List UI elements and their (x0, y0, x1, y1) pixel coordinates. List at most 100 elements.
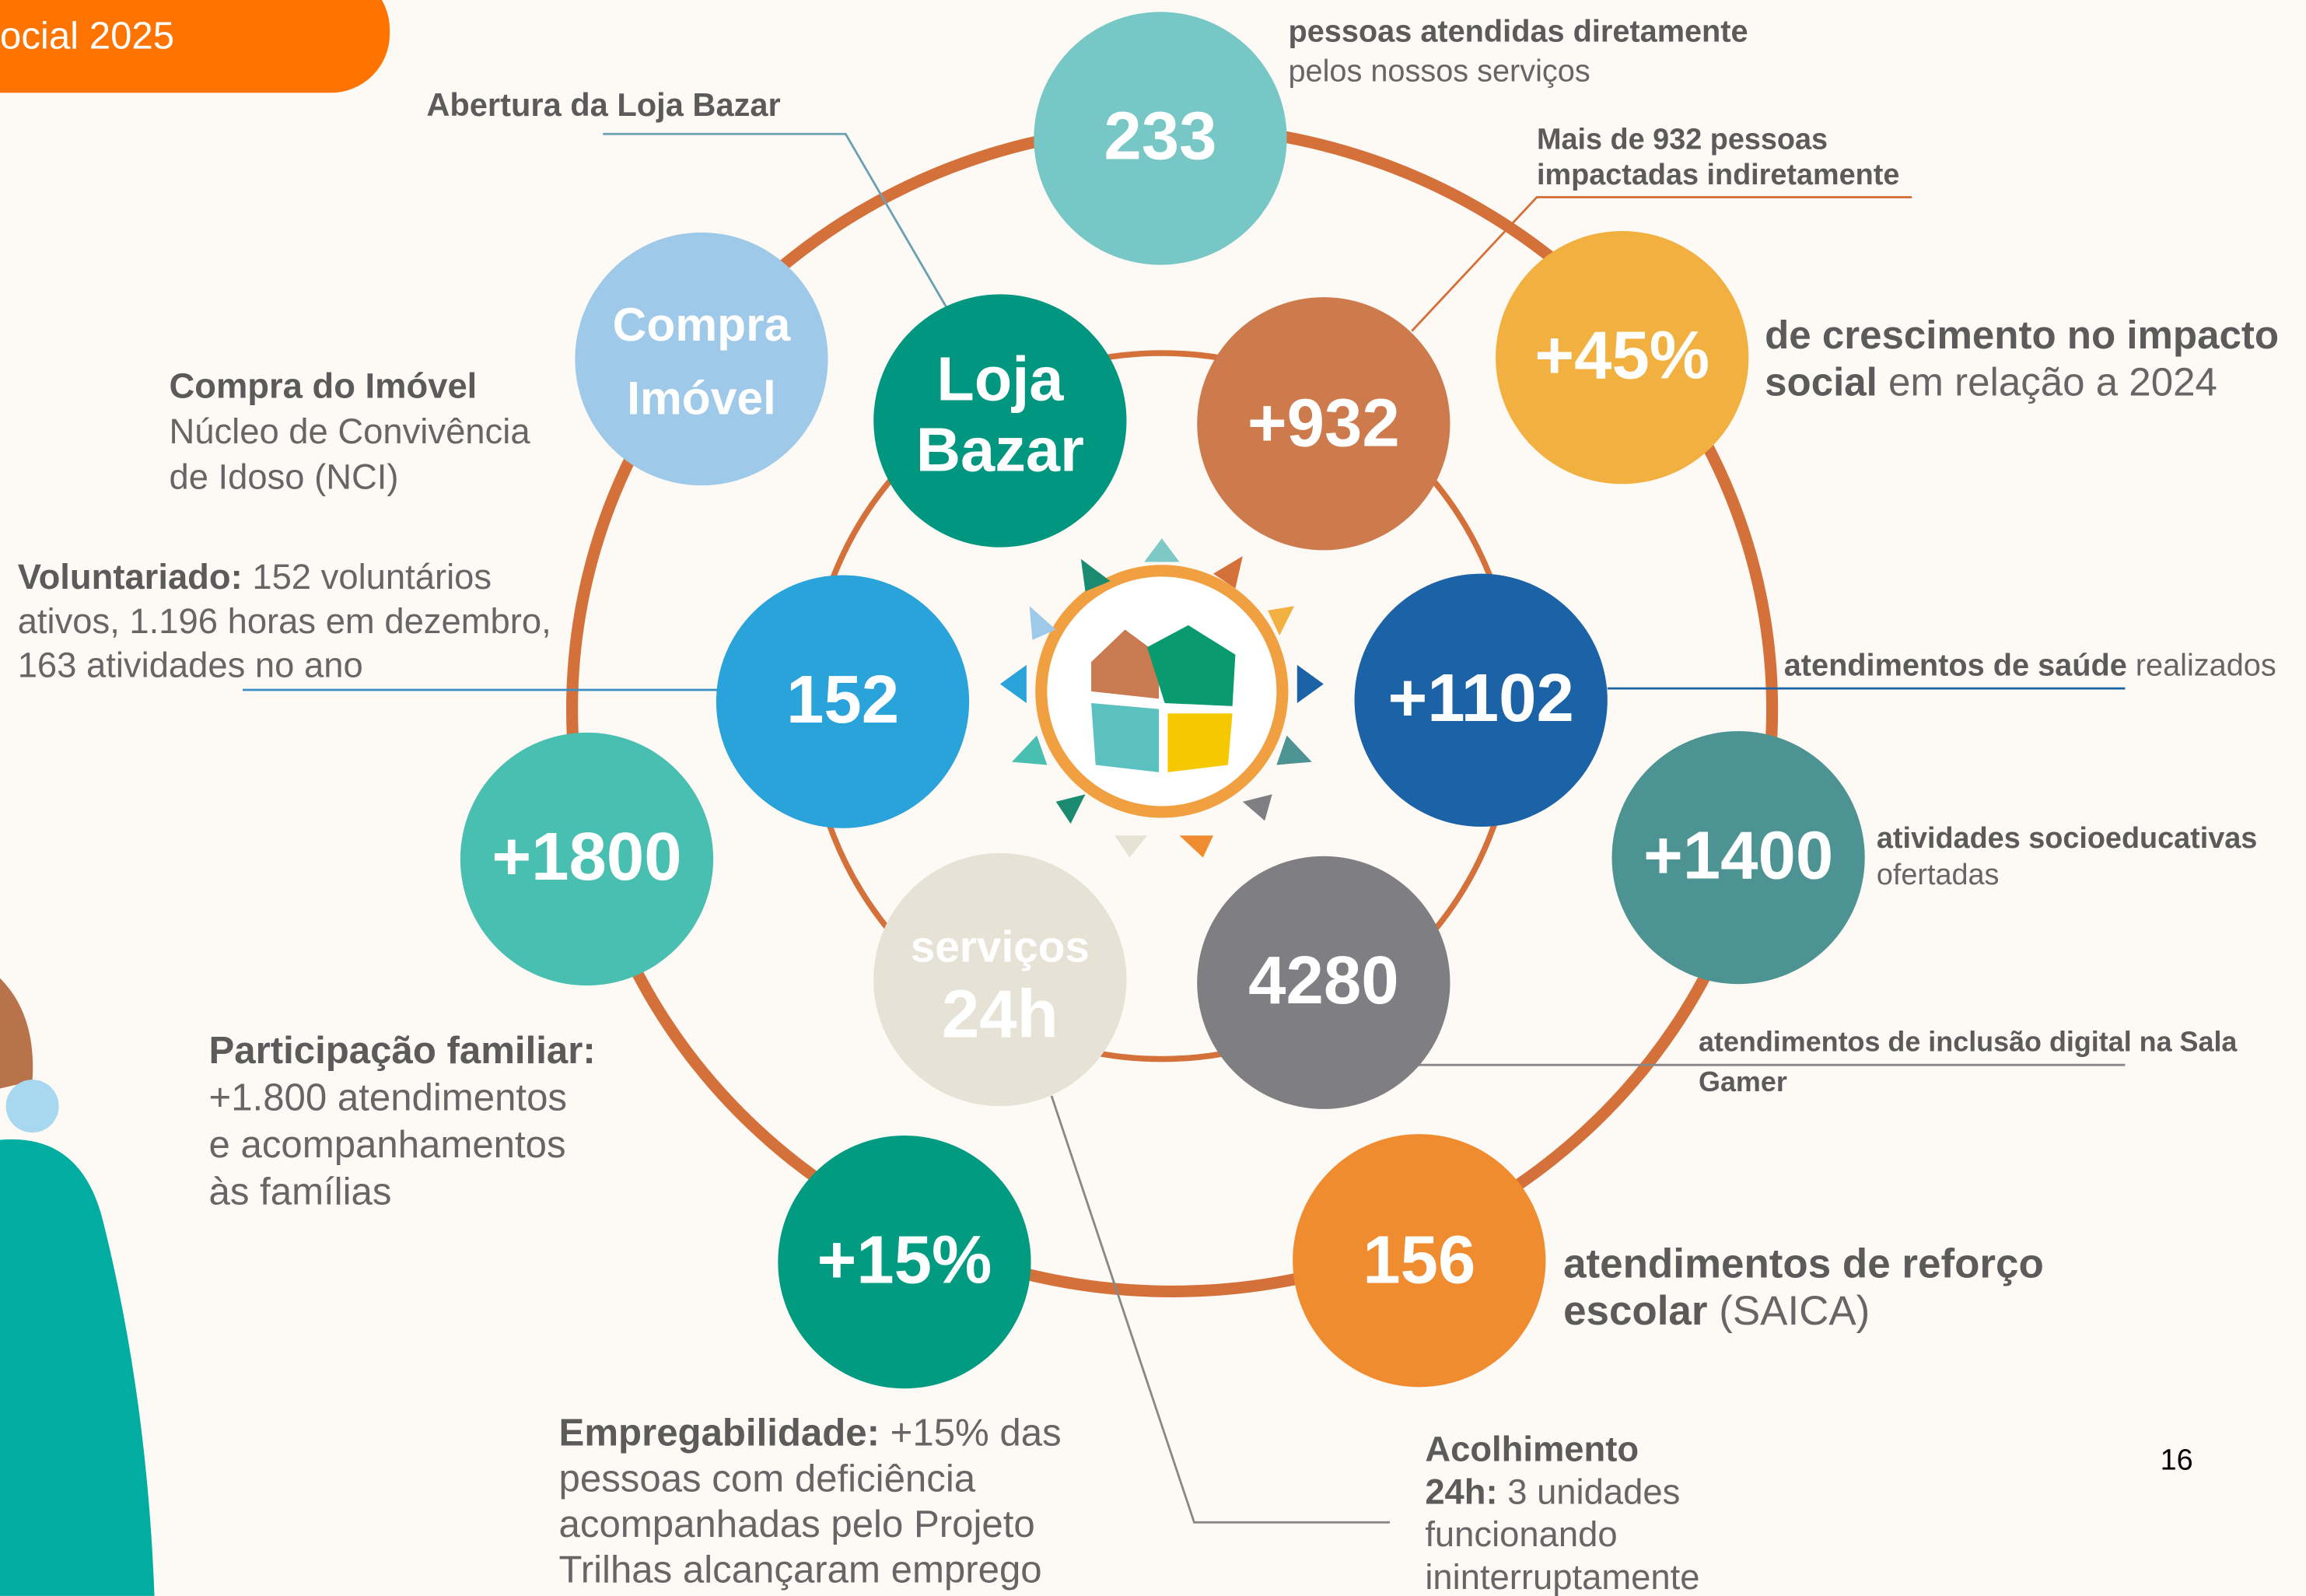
annotation-text: 152 voluntários (243, 557, 492, 597)
stat-circle-text: 24h (942, 977, 1059, 1052)
annotation-text: 163 atividades no ano (18, 646, 363, 685)
stat-circle: +932 (1197, 297, 1450, 550)
stat-circle-text: Compra (613, 298, 792, 351)
page-number: 16 (2161, 1444, 2193, 1477)
annotation-line: +1.800 atendimentos (209, 1076, 568, 1119)
annotation-line: pessoas atendidas diretamente (1288, 15, 1748, 49)
stat-circle: 4280 (1197, 856, 1450, 1109)
stat-circle-text: Bazar (916, 415, 1084, 484)
annotation-line: e acompanhamentos (209, 1123, 566, 1166)
annotation-line: Abertura da Loja Bazar (426, 86, 780, 123)
stat-circle-text: +1800 (492, 819, 681, 894)
annotation-line: pelos nossos serviços (1288, 54, 1590, 89)
annotation-text: ininterruptamente (1425, 1557, 1699, 1596)
annotation-line: de Idoso (NCI) (169, 457, 398, 497)
stat-circle-text: 152 (786, 662, 899, 737)
stat-circle-text: serviços (911, 923, 1090, 972)
annotation-line: pessoas com deficiência (559, 1457, 976, 1500)
figure-part (6, 1080, 59, 1132)
header-tab-text: ocial 2025 (0, 14, 174, 57)
stat-circle-text: 156 (1363, 1222, 1475, 1297)
annotation-bold: social (1765, 360, 1877, 404)
infographic: ocial 2025 16 233CompraImóvelLojaBazar+ (0, 0, 2306, 1596)
stat-circle: serviços 24h (873, 853, 1126, 1106)
annotation: atendimentos de saúde realizados (1784, 649, 2276, 683)
annotation-line: impactadas indiretamente (1537, 159, 1899, 191)
logo-house (1167, 713, 1232, 772)
annotation-bold: atendimentos de inclusão digital na Sala (1699, 1026, 2238, 1058)
annotation-bold: Empregabilidade: (559, 1412, 880, 1454)
annotation-line: Trilhas alcançaram emprego (559, 1549, 1042, 1591)
annotation: Abertura da Loja Bazar (426, 86, 780, 123)
stat-circle-bg (575, 233, 828, 485)
stat-circle: +45% (1496, 231, 1748, 484)
annotation-bold: atividades socioeducativas (1877, 822, 2257, 855)
stat-circle: +1102 (1355, 574, 1608, 827)
annotation-bold: 24h: (1425, 1472, 1497, 1511)
annotation-text: pelos nossos serviços (1288, 54, 1590, 89)
annotation-bold: Mais de 932 pessoas (1537, 124, 1828, 156)
annotation-line: Acolhimento (1425, 1430, 1639, 1469)
annotation-line: 24h: 3 unidades (1425, 1472, 1680, 1511)
stat-circle-text: +1102 (1387, 660, 1573, 736)
annotation-line: Gamer (1699, 1066, 1787, 1097)
stat-circle-text: Loja (936, 345, 1064, 414)
stat-circle-text: +15% (817, 1222, 992, 1297)
stat-circle: LojaBazar (873, 294, 1126, 547)
annotation-line: atendimentos de saúde realizados (1784, 649, 2276, 683)
annotation-line: Núcleo de Convivência (169, 411, 530, 451)
annotation-text: Núcleo de Convivência (169, 411, 530, 451)
annotation-line: social em relação a 2024 (1765, 360, 2217, 404)
annotation-line: Compra do Imóvel (169, 366, 477, 405)
annotation-line: escolar (SAICA) (1563, 1288, 1870, 1334)
annotation-bold: Abertura da Loja Bazar (426, 86, 780, 123)
stat-circle: +1800 (460, 733, 713, 985)
annotation-bold: impactadas indiretamente (1537, 159, 1899, 191)
annotation-text: pessoas com deficiência (559, 1457, 976, 1500)
stat-circle-text: +45% (1534, 317, 1709, 393)
annotation-bold: Voluntariado: (18, 557, 243, 597)
annotation-bold: Gamer (1699, 1066, 1787, 1097)
annotation-line: Empregabilidade: +15% das (559, 1412, 1062, 1454)
annotation-line: Voluntariado: 152 voluntários (18, 557, 492, 597)
annotation-bold: atendimentos de saúde (1784, 649, 2127, 683)
annotation-bold: pessoas atendidas diretamente (1288, 15, 1748, 49)
stat-circle-text: 4280 (1248, 943, 1398, 1018)
annotation-line: ofertadas (1877, 859, 2000, 891)
annotation-text: +1.800 atendimentos (209, 1076, 568, 1119)
annotation-text: +15% das (880, 1412, 1062, 1454)
stat-circle-text: +1400 (1643, 817, 1833, 893)
annotation-line: às famílias (209, 1171, 392, 1213)
annotation-line: Mais de 932 pessoas (1537, 124, 1828, 156)
annotation-line: atendimentos de inclusão digital na Sala (1699, 1026, 2238, 1058)
annotation-bold: de crescimento no impacto (1765, 313, 2279, 358)
annotation-text: ativos, 1.196 horas em dezembro, (18, 601, 551, 641)
annotation-bold: escolar (1563, 1288, 1707, 1334)
annotation-text: 3 unidades (1498, 1472, 1681, 1511)
annotation-text: e acompanhamentos (209, 1123, 566, 1166)
annotation-bold: Participação familiar: (209, 1029, 596, 1072)
annotation-text: às famílias (209, 1171, 392, 1213)
annotation-line: ativos, 1.196 horas em dezembro, (18, 601, 551, 641)
stat-circle-text: 233 (1104, 99, 1216, 174)
annotation-line: de crescimento no impacto (1765, 313, 2279, 358)
annotation-text: em relação a 2024 (1877, 360, 2217, 404)
annotation-text: (SAICA) (1707, 1288, 1870, 1334)
annotation-text: ofertadas (1877, 859, 2000, 891)
stat-circle: +1400 (1611, 731, 1864, 984)
stat-circle-text: Imóvel (627, 371, 776, 424)
annotation-bold: atendimentos de reforço (1563, 1241, 2044, 1286)
annotation-line: ininterruptamente (1425, 1557, 1699, 1596)
annotation-line: acompanhadas pelo Projeto (559, 1503, 1035, 1545)
annotation-text: acompanhadas pelo Projeto (559, 1503, 1035, 1545)
stat-circle: Compra Imóvel (575, 233, 828, 485)
annotation-text: de Idoso (NCI) (169, 457, 398, 497)
annotation-text: funcionando (1425, 1514, 1617, 1554)
stat-circle: 233 (1034, 12, 1286, 264)
page: {"header": {"tab": "ocial 2025"}, "circl… (0, 0, 2306, 1596)
annotation-line: atividades socioeducativas (1877, 822, 2257, 855)
annotation-bold: Acolhimento (1425, 1430, 1639, 1469)
annotation-line: funcionando (1425, 1514, 1617, 1554)
annotation-line: Participação familiar: (209, 1029, 596, 1072)
annotation-bold: Compra do Imóvel (169, 366, 477, 405)
